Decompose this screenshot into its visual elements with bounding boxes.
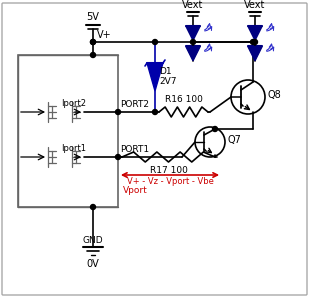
Text: Iport2: Iport2 (61, 99, 86, 108)
Text: V+ - Vz - Vport - Vbe: V+ - Vz - Vport - Vbe (126, 177, 214, 186)
Text: Iport1: Iport1 (61, 144, 86, 153)
Text: Q8: Q8 (267, 90, 281, 100)
Text: 0V: 0V (86, 259, 100, 269)
Polygon shape (186, 46, 200, 61)
Text: V+: V+ (97, 30, 112, 40)
Text: D1: D1 (159, 67, 172, 75)
Text: 5V: 5V (86, 12, 100, 22)
Text: PORT1: PORT1 (120, 145, 149, 154)
Text: R17 100: R17 100 (149, 166, 188, 175)
Text: GND: GND (83, 236, 103, 245)
Circle shape (116, 110, 121, 115)
Circle shape (91, 40, 95, 45)
Text: Vport: Vport (123, 186, 148, 195)
Circle shape (153, 40, 157, 45)
Circle shape (250, 40, 255, 45)
Text: R16 100: R16 100 (165, 95, 202, 104)
Circle shape (91, 40, 95, 45)
Polygon shape (147, 63, 163, 91)
Polygon shape (248, 46, 262, 61)
Circle shape (253, 40, 258, 45)
Polygon shape (186, 26, 200, 40)
Circle shape (153, 110, 157, 115)
Polygon shape (248, 26, 262, 40)
Circle shape (212, 127, 218, 132)
Circle shape (191, 40, 196, 45)
Text: Vext: Vext (182, 0, 204, 10)
FancyBboxPatch shape (2, 3, 307, 295)
Text: PORT2: PORT2 (120, 100, 149, 109)
Circle shape (116, 154, 121, 159)
Text: Vext: Vext (244, 0, 266, 10)
Bar (18, 55, 118, 207)
Text: Q7: Q7 (227, 135, 241, 145)
Circle shape (91, 53, 95, 58)
Circle shape (91, 205, 95, 209)
Text: 2V7: 2V7 (159, 77, 176, 86)
